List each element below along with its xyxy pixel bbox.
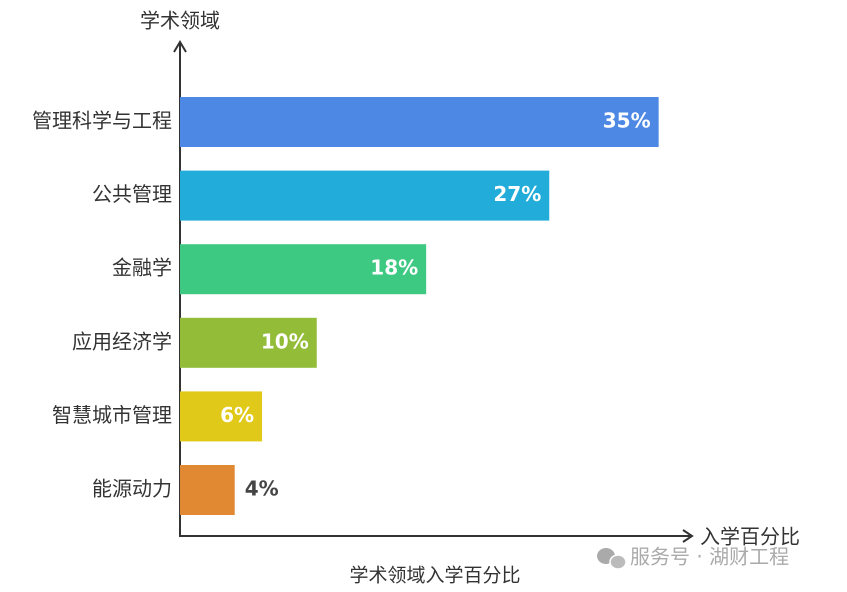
- data-label: 27%: [493, 182, 541, 206]
- y-tick-label: 金融学: [112, 256, 172, 280]
- watermark: 服务号 · 湖财工程: [630, 545, 789, 569]
- bar: [180, 244, 427, 295]
- chart-title: 学术领域入学百分比: [349, 565, 520, 587]
- bar: [180, 391, 263, 442]
- bar: [180, 465, 235, 515]
- data-label: 35%: [603, 109, 651, 133]
- data-label: 6%: [220, 403, 254, 427]
- y-tick-label: 智慧城市管理: [52, 403, 172, 427]
- y-tick-label: 能源动力: [92, 477, 172, 501]
- data-label: 10%: [261, 329, 309, 353]
- bar: [180, 170, 550, 221]
- y-tick-label: 管理科学与工程: [32, 109, 172, 133]
- bar: [180, 97, 659, 147]
- y-axis-arrow: [173, 40, 187, 53]
- y-tick-label: 公共管理: [92, 182, 172, 206]
- watermark-icon: [597, 548, 627, 570]
- x-axis-arrow: [682, 529, 694, 543]
- y-axis-title: 学术领域: [140, 9, 220, 33]
- data-label: 4%: [245, 477, 279, 501]
- x-axis-title: 入学百分比: [700, 525, 800, 549]
- y-tick-label: 应用经济学: [72, 329, 172, 353]
- data-label: 18%: [370, 256, 418, 280]
- bar: [180, 317, 317, 368]
